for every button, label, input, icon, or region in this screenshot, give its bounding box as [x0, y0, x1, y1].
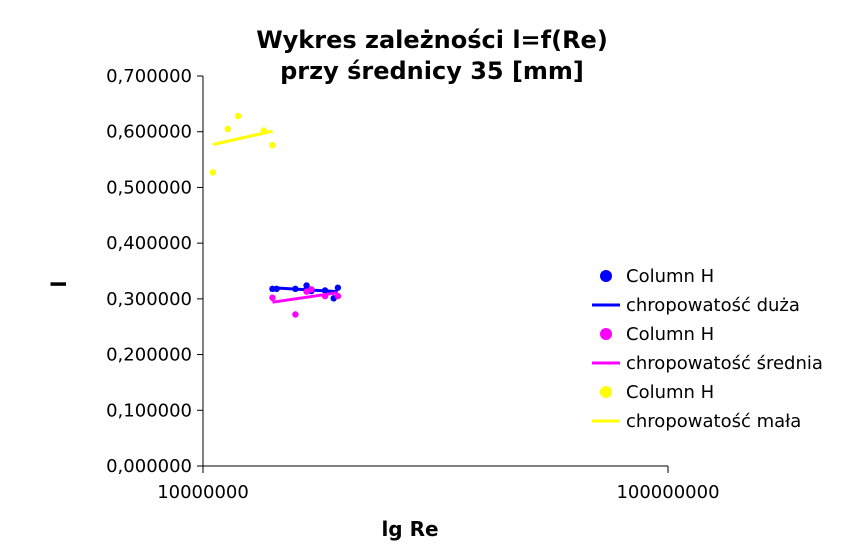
- y-tick-label: 0,600000: [106, 122, 192, 143]
- y-axis-title: l: [47, 281, 71, 288]
- legend-marker: [600, 386, 612, 398]
- data-point-series-2: [321, 292, 329, 300]
- y-tick-label: 0,000000: [106, 456, 192, 477]
- data-point-series-4: [234, 112, 242, 120]
- y-axis-ticks: 0,000000 0,100000 0,200000 0,300000 0,400000…: [106, 66, 203, 477]
- data-point-series-2: [308, 286, 315, 293]
- data-point-series-4: [260, 127, 267, 134]
- data-point-series-2: [292, 311, 299, 318]
- plot-area: [209, 112, 342, 318]
- legend-label: chropowatość średnia: [626, 353, 823, 374]
- y-tick-label: 0,700000: [106, 66, 192, 87]
- legend-label: chropowatość mała: [626, 411, 801, 432]
- x-tick-label: 100000000: [616, 482, 719, 503]
- y-tick-label: 0,100000: [106, 400, 192, 421]
- data-point-series-2: [269, 294, 276, 301]
- data-point-series-4: [209, 169, 217, 176]
- x-axis-title: lg Re: [381, 517, 438, 541]
- chart-title-line-1: Wykres zależności l=f(Re): [256, 26, 608, 54]
- data-point-series-2: [334, 292, 342, 300]
- y-tick-label: 0,300000: [106, 289, 192, 310]
- data-point-series-0: [321, 287, 329, 294]
- x-axis-ticks: 10000000 100000000: [157, 466, 720, 503]
- legend-label: Column H: [626, 382, 714, 403]
- legend-marker: [600, 328, 612, 340]
- data-point-series-0: [292, 285, 299, 293]
- data-point-series-0: [273, 285, 280, 293]
- data-point-series-2: [303, 288, 310, 295]
- x-tick-label: 10000000: [157, 482, 249, 503]
- chart-title-line-2: przy średnicy 35 [mm]: [280, 57, 584, 85]
- data-point-series-4: [224, 125, 231, 133]
- y-tick-label: 0,200000: [106, 345, 192, 366]
- legend-label: Column H: [626, 324, 714, 345]
- legend-label: Column H: [626, 266, 714, 287]
- legend: Column H chropowatość duża Column H chropow…: [592, 266, 823, 432]
- y-tick-label: 0,400000: [106, 233, 192, 254]
- y-tick-label: 0,500000: [106, 177, 192, 198]
- data-point-series-0: [334, 284, 342, 291]
- legend-label: chropowatość duża: [626, 295, 800, 316]
- data-point-series-4: [269, 141, 276, 149]
- legend-marker: [600, 270, 612, 282]
